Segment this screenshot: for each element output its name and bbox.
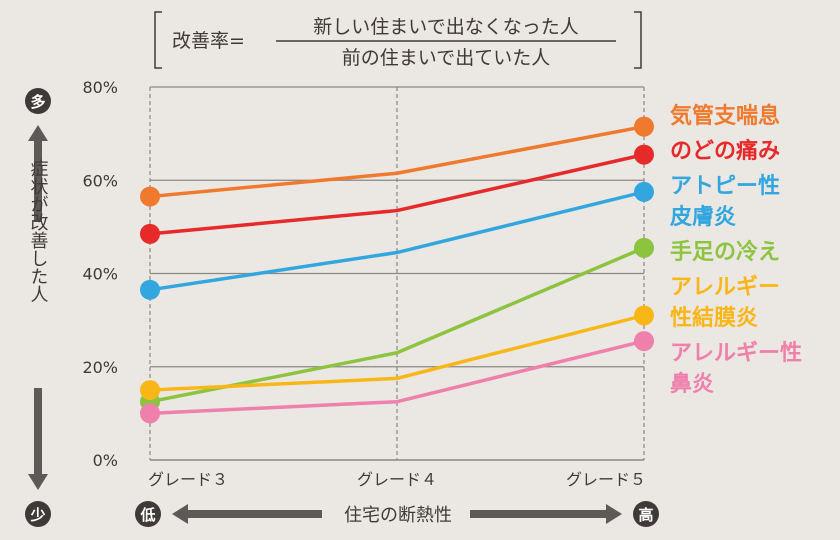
y-arrow-down-shaft — [34, 388, 42, 474]
y-bottom-badge — [25, 501, 51, 527]
y-axis-label: 症状が改善した人 — [28, 159, 49, 303]
formula-numerator: 新しい住まいで出なくなった人 — [313, 16, 578, 38]
x-tick-label: グレード４ — [357, 470, 437, 489]
legend-label: アレルギー — [670, 275, 780, 300]
legend-label: アレルギー性 — [670, 341, 802, 366]
series-line — [149, 190, 645, 292]
x-arrow-left-shaft — [187, 510, 322, 518]
series-line — [149, 152, 645, 236]
series-line — [149, 339, 645, 416]
x-right-badge-label: 高 — [638, 506, 653, 524]
x-tick-labels: グレード３ グレード４ グレード５ — [148, 470, 646, 489]
y-tick-label: 40% — [82, 265, 118, 284]
y-arrow-down-head — [28, 474, 48, 490]
x-arrow-right-shaft — [470, 510, 607, 518]
x-tick-label: グレード５ — [566, 470, 646, 489]
y-tick-label: 20% — [82, 358, 118, 377]
series-point — [140, 403, 160, 424]
legend-label: 鼻炎 — [670, 371, 714, 397]
legend-label: 性結膜炎 — [670, 305, 758, 331]
x-tick-label: グレード３ — [148, 470, 228, 489]
series-line — [149, 124, 645, 199]
y-top-badge — [25, 88, 51, 114]
legend-label: アトピー性 — [670, 174, 780, 199]
y-tick-label: 0% — [93, 451, 118, 470]
x-axis-indicator: 低 住宅の断熱性 高 — [135, 501, 659, 527]
x-arrow-left-head — [172, 504, 188, 524]
series-line — [149, 313, 645, 392]
series-lines — [149, 124, 645, 416]
y-top-badge-label: 多 — [30, 93, 45, 111]
y-axis-indicator: 多 症状が改善した人 少 — [25, 88, 51, 527]
series-point — [634, 181, 654, 202]
series-points — [140, 116, 654, 424]
y-bottom-badge-label: 少 — [29, 506, 45, 524]
plot-grid — [149, 86, 645, 461]
legend-label: 気管支喘息 — [670, 103, 780, 129]
series-point — [634, 144, 654, 165]
legend-label: のどの痛み — [670, 138, 780, 164]
x-axis-label: 住宅の断熱性 — [344, 505, 452, 526]
y-tick-label: 80% — [82, 78, 118, 97]
formula-prefix: 改善率= — [172, 30, 245, 52]
series-point — [140, 223, 160, 244]
series-point — [634, 116, 654, 137]
legend-label: 皮膚炎 — [670, 204, 736, 230]
y-arrow-up-head — [28, 125, 48, 141]
series-point — [140, 279, 160, 300]
y-tick-labels: 0% 20% 40% 60% 80% — [82, 78, 118, 470]
series-point — [634, 237, 654, 258]
formula-box: 改善率= 新しい住まいで出なくなった人 前の住まいで出ていた人 — [154, 11, 642, 69]
x-arrow-right-head — [606, 504, 622, 524]
formula-denominator: 前の住まいで出ていた人 — [342, 47, 550, 69]
x-right-badge — [633, 501, 659, 527]
x-left-badge — [135, 501, 161, 527]
series-point — [140, 380, 160, 401]
y-arrow-up-shaft — [34, 140, 42, 222]
y-tick-label: 60% — [82, 171, 118, 190]
legend-label: 手足の冷え — [670, 239, 780, 265]
series-point — [634, 305, 654, 326]
formula-right-bracket — [634, 11, 642, 69]
series-point — [140, 186, 160, 207]
series-point — [634, 331, 654, 352]
x-left-badge-label: 低 — [139, 506, 155, 524]
formula-left-bracket — [154, 11, 162, 69]
